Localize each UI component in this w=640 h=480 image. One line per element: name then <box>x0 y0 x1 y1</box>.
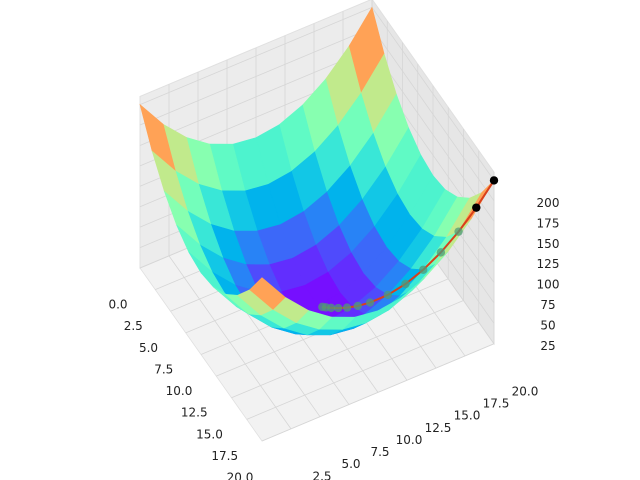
grid-line <box>371 7 495 181</box>
x-tick-label: 0.0 <box>108 298 127 312</box>
x-tick-label: 12.5 <box>181 406 208 420</box>
path-point <box>353 301 362 311</box>
path-point <box>436 248 446 257</box>
path-point <box>401 279 410 289</box>
grid-line <box>371 27 495 202</box>
path-point <box>318 302 327 312</box>
path-point <box>489 176 499 185</box>
y-tick-label: 7.5 <box>370 445 389 459</box>
x-tick-label: 20.0 <box>227 471 254 480</box>
x-tick-label: 5.0 <box>139 341 158 355</box>
x-tick-label: 2.5 <box>124 319 143 333</box>
x-tick-label: 17.5 <box>211 449 238 463</box>
x-tick-label: 10.0 <box>166 384 193 398</box>
grid-line <box>168 255 292 430</box>
grid-line <box>139 27 373 126</box>
x-tick-label: 15.0 <box>196 427 223 441</box>
y-tick-label: 15.0 <box>454 409 481 423</box>
descent-path <box>318 176 499 313</box>
path-point <box>334 303 343 313</box>
path-segment <box>475 179 495 209</box>
grid-line <box>139 47 373 146</box>
y-tick-label: 2.5 <box>312 469 331 480</box>
z-tick-label: 100 <box>537 278 560 292</box>
x-tick-label: 7.5 <box>154 362 173 376</box>
y-tick-label: 12.5 <box>425 421 452 435</box>
path-point <box>365 298 375 307</box>
path-point <box>419 265 428 275</box>
z-tick-label: 175 <box>537 216 560 230</box>
z-tick-label: 200 <box>537 196 560 210</box>
z-tick-label: 50 <box>540 318 555 332</box>
z-tick-label: 25 <box>540 339 555 353</box>
z-tick-label: 75 <box>540 298 555 312</box>
y-tick-label: 5.0 <box>341 457 360 471</box>
surface-facet <box>249 277 286 310</box>
path-point <box>454 227 463 236</box>
path-point <box>383 290 392 300</box>
grid-line <box>371 48 495 222</box>
path-segment <box>440 230 460 254</box>
y-tick-label: 20.0 <box>512 384 539 398</box>
path-point <box>472 203 481 212</box>
grid-line <box>139 7 373 105</box>
path-segment <box>457 207 478 233</box>
z-tick-label: 150 <box>537 237 560 251</box>
path-point <box>342 303 352 312</box>
tick-labels: 0.02.55.07.510.012.515.017.520.0 2.55.07.… <box>108 196 559 480</box>
z-tick-label: 125 <box>537 257 560 271</box>
y-tick-label: 10.0 <box>396 433 423 447</box>
y-tick-label: 17.5 <box>483 396 510 410</box>
surface <box>139 6 495 336</box>
